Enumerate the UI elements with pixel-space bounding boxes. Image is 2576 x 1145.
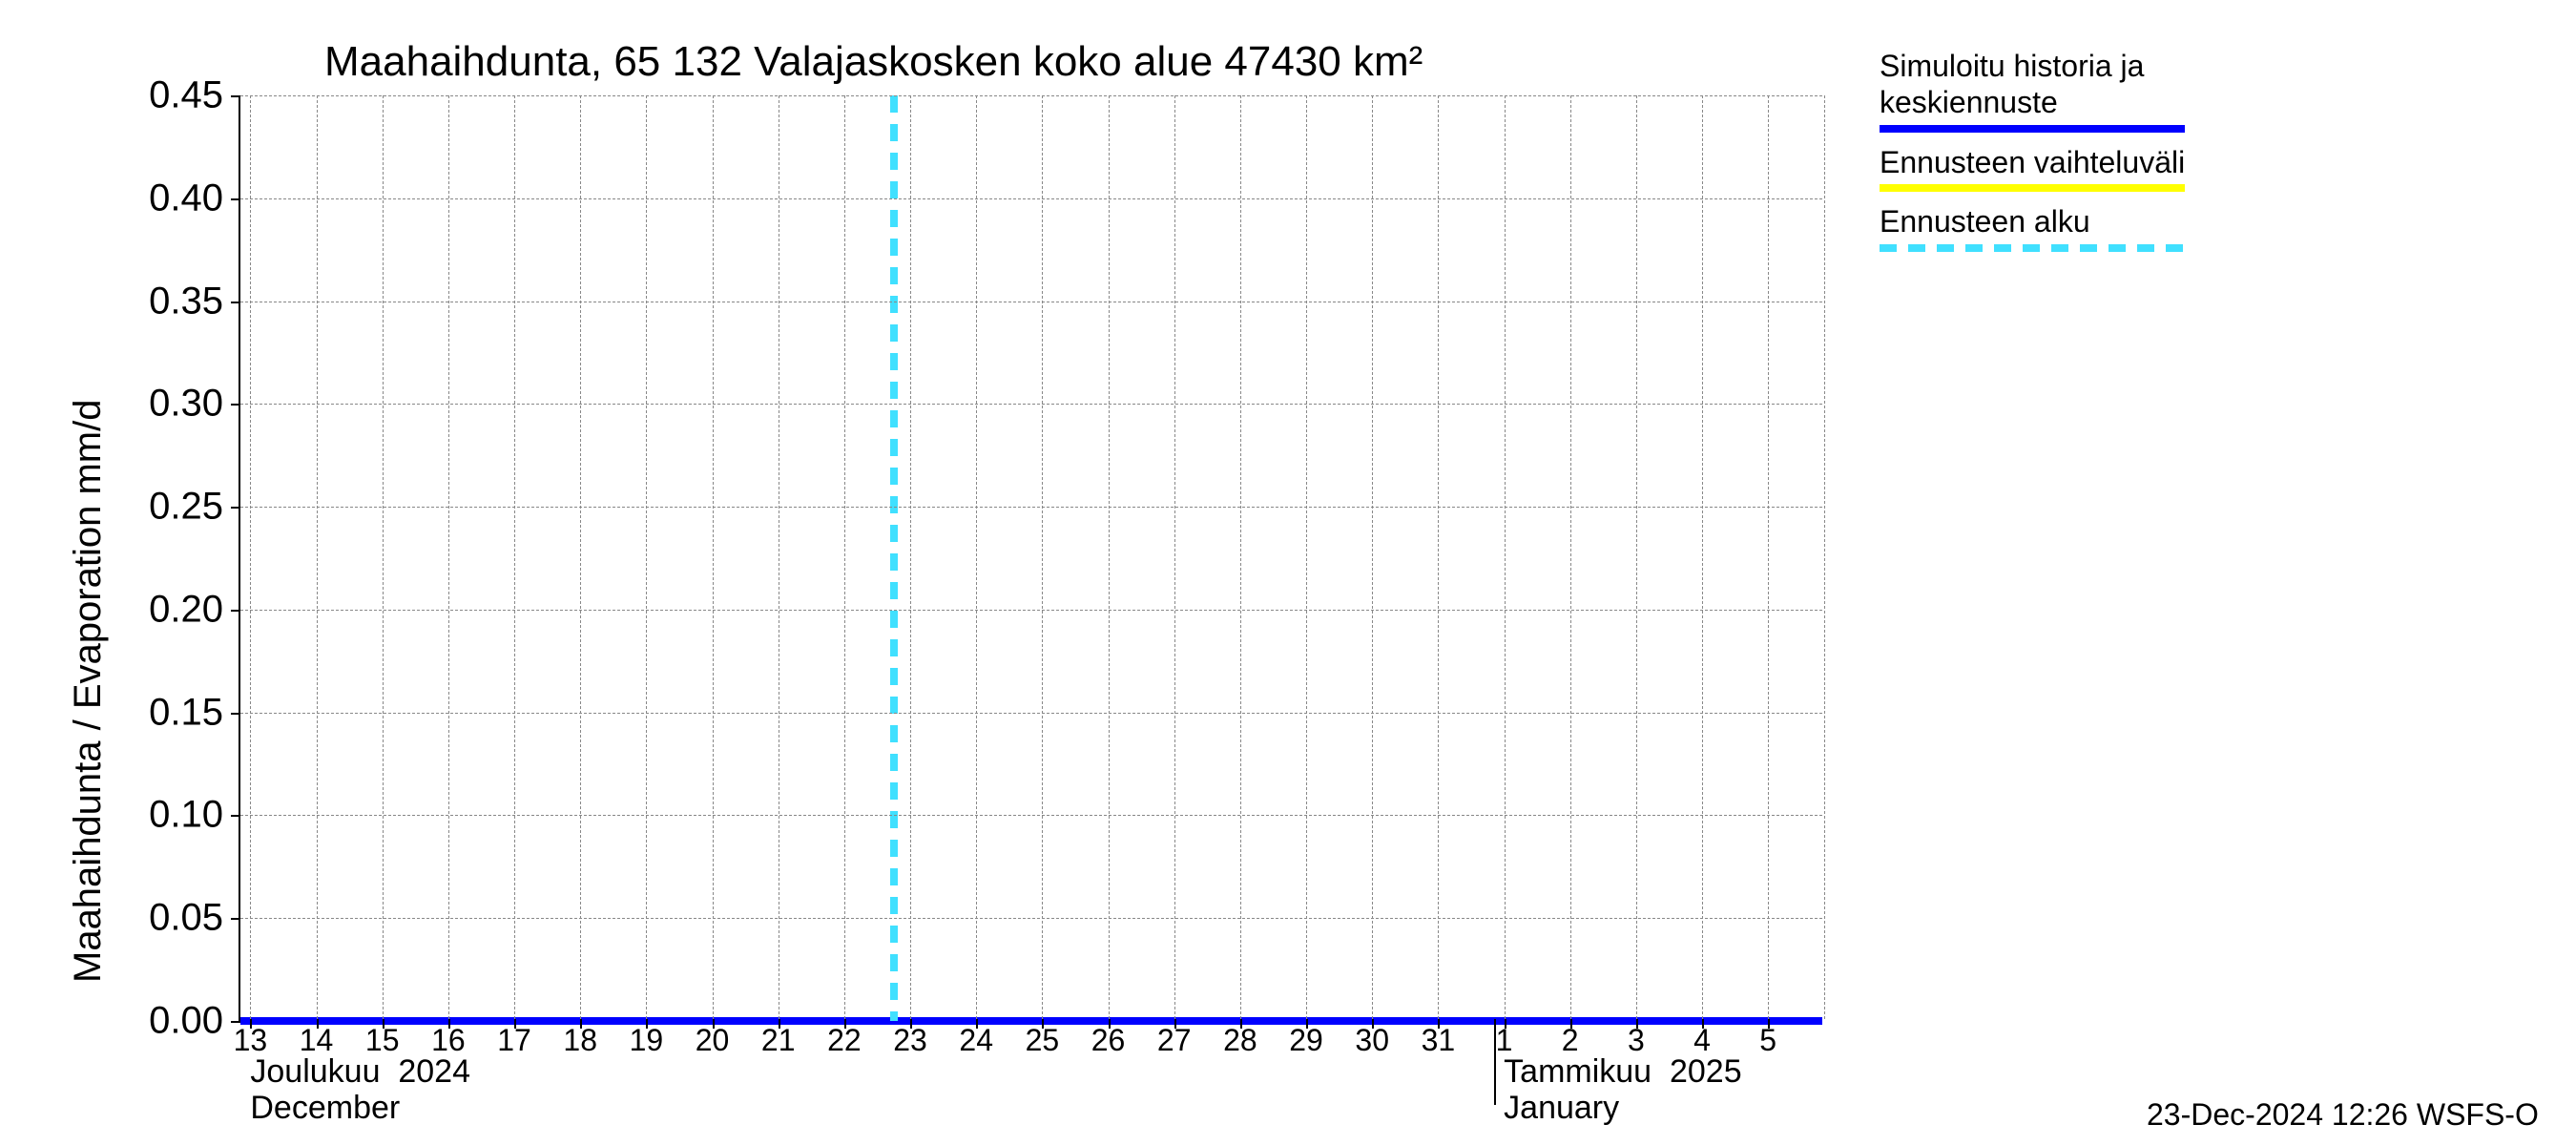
x-tick-label: 19 — [630, 1023, 664, 1058]
month-divider — [1494, 1019, 1496, 1105]
grid-line-h — [240, 918, 1822, 919]
y-tick — [231, 918, 240, 920]
y-axis-label: Maahaihdunta / Evaporation mm/d — [67, 400, 110, 983]
y-tick — [231, 610, 240, 612]
grid-line-h — [240, 95, 1822, 96]
grid-line-v — [514, 95, 515, 1019]
grid-line-v — [1768, 95, 1769, 1019]
month-label-en: December — [250, 1090, 400, 1127]
chart-container: Maahaihdunta, 65 132 Valajaskosken koko … — [0, 0, 2576, 1145]
y-tick-label: 0.40 — [149, 177, 223, 219]
grid-line-v — [1702, 95, 1703, 1019]
y-tick — [231, 95, 240, 97]
y-tick — [231, 404, 240, 406]
month-label: Joulukuu 2024 — [250, 1053, 470, 1091]
grid-line-v — [448, 95, 449, 1019]
grid-line-v — [1174, 95, 1175, 1019]
x-tick-label: 17 — [497, 1023, 531, 1058]
y-tick-label: 0.00 — [149, 1000, 223, 1043]
x-tick-label: 29 — [1289, 1023, 1323, 1058]
y-tick — [231, 713, 240, 715]
forecast-start-line — [890, 95, 898, 1021]
grid-line-h — [240, 713, 1822, 714]
y-tick — [231, 302, 240, 303]
grid-line-v — [1306, 95, 1307, 1019]
x-tick-label: 30 — [1355, 1023, 1389, 1058]
y-tick-label: 0.15 — [149, 691, 223, 734]
grid-line-h — [240, 610, 1822, 611]
x-tick-label: 20 — [696, 1023, 730, 1058]
month-label-en: January — [1504, 1090, 1619, 1127]
plot-area: 0.000.050.100.150.200.250.300.350.400.45… — [239, 95, 1822, 1021]
grid-line-v — [250, 95, 251, 1019]
grid-line-v — [383, 95, 384, 1019]
month-label: Tammikuu 2025 — [1504, 1053, 1741, 1091]
legend-item: Ennusteen alku — [1880, 203, 2185, 251]
y-tick-label: 0.30 — [149, 383, 223, 426]
grid-line-v — [1109, 95, 1110, 1019]
grid-line-v — [1240, 95, 1241, 1019]
grid-line-h — [240, 815, 1822, 816]
grid-line-v — [713, 95, 714, 1019]
legend: Simuloitu historia ja keskiennuste Ennust… — [1880, 48, 2185, 263]
grid-line-h — [240, 198, 1822, 199]
footer-timestamp: 23-Dec-2024 12:26 WSFS-O — [2147, 1097, 2539, 1133]
x-tick-label: 5 — [1759, 1023, 1776, 1058]
x-tick-label: 23 — [893, 1023, 927, 1058]
x-tick-label: 21 — [761, 1023, 796, 1058]
grid-line-v — [1824, 95, 1825, 1019]
legend-item-label: Ennusteen alku — [1880, 203, 2185, 239]
legend-item-label: Simuloitu historia ja keskiennuste — [1880, 48, 2185, 121]
grid-line-h — [240, 507, 1822, 508]
legend-item: Simuloitu historia ja keskiennuste — [1880, 48, 2185, 133]
grid-line-v — [1570, 95, 1571, 1019]
legend-item-swatch — [1880, 184, 2185, 192]
y-tick-label: 0.45 — [149, 74, 223, 117]
chart-title: Maahaihdunta, 65 132 Valajaskosken koko … — [324, 38, 1423, 86]
grid-line-v — [1505, 95, 1506, 1019]
grid-line-v — [317, 95, 318, 1019]
legend-item-swatch — [1880, 244, 2185, 252]
x-tick-label: 28 — [1223, 1023, 1257, 1058]
x-tick-label: 31 — [1422, 1023, 1456, 1058]
x-tick-label: 24 — [959, 1023, 993, 1058]
x-tick-label: 25 — [1026, 1023, 1060, 1058]
x-tick-label: 18 — [563, 1023, 597, 1058]
y-tick — [231, 198, 240, 200]
y-tick — [231, 507, 240, 509]
y-tick-label: 0.10 — [149, 794, 223, 837]
grid-line-v — [1636, 95, 1637, 1019]
y-tick-label: 0.35 — [149, 280, 223, 323]
x-tick-label: 27 — [1157, 1023, 1192, 1058]
legend-item: Ennusteen vaihteluväli — [1880, 144, 2185, 192]
grid-line-v — [844, 95, 845, 1019]
y-tick-label: 0.20 — [149, 588, 223, 631]
grid-line-h — [240, 404, 1822, 405]
grid-line-v — [646, 95, 647, 1019]
y-tick-label: 0.25 — [149, 486, 223, 529]
grid-line-v — [1438, 95, 1439, 1019]
x-tick-label: 26 — [1091, 1023, 1126, 1058]
legend-item-label: Ennusteen vaihteluväli — [1880, 144, 2185, 180]
grid-line-v — [1042, 95, 1043, 1019]
grid-line-v — [1372, 95, 1373, 1019]
grid-line-v — [976, 95, 977, 1019]
legend-item-swatch — [1880, 125, 2185, 133]
grid-line-v — [910, 95, 911, 1019]
y-tick — [231, 815, 240, 817]
x-tick-label: 22 — [827, 1023, 862, 1058]
y-tick-label: 0.05 — [149, 897, 223, 940]
grid-line-v — [580, 95, 581, 1019]
